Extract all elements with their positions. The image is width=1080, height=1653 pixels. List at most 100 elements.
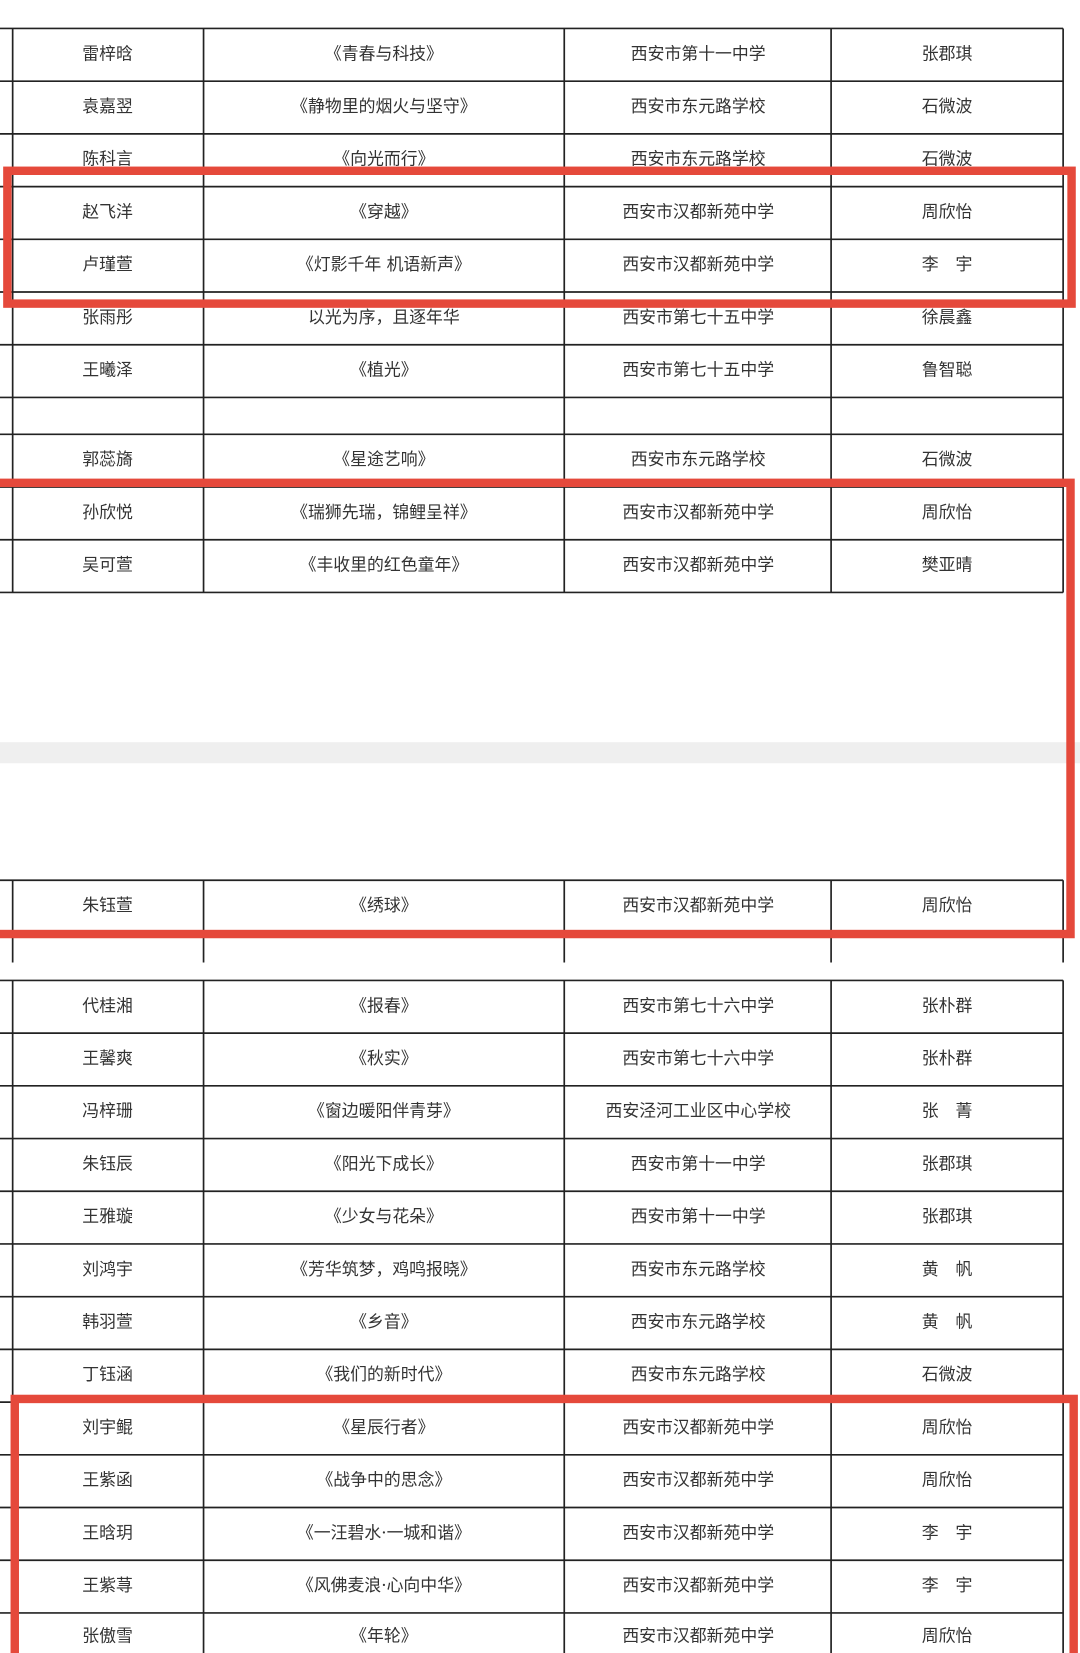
work-title: 《报春》 [350, 995, 417, 1015]
work-title: 《穿越》 [350, 201, 417, 221]
school: 西安市汉都新苑中学 [622, 254, 774, 274]
student-name: 韩羽萱 [82, 1312, 133, 1332]
school: 西安市第七十六中学 [622, 1048, 774, 1068]
work-title: 《秋实》 [350, 1048, 417, 1068]
student-name: 王馨爽 [82, 1048, 133, 1068]
school: 西安市汉都新苑中学 [622, 1470, 774, 1490]
teacher: 张郡琪 [922, 1206, 973, 1226]
student-name: 王紫函 [82, 1470, 133, 1490]
work-title: 《丰收里的红色童年》 [300, 555, 469, 575]
work-title: 《风佛麦浪·心向中华》 [297, 1575, 471, 1595]
student-name: 张雨彤 [82, 307, 133, 327]
teacher: 李 宇 [922, 254, 973, 274]
work-title: 《植光》 [350, 360, 417, 380]
work-title: 《阳光下成长》 [325, 1153, 443, 1173]
teacher: 张朴群 [922, 995, 973, 1015]
work-title: 《星途艺响》 [333, 449, 434, 469]
work-title: 《星辰行者》 [333, 1417, 434, 1437]
student-name: 陈科言 [82, 149, 133, 169]
teacher: 张 菁 [922, 1101, 973, 1121]
work-title: 《年轮》 [350, 1626, 417, 1646]
work-title: 《战争中的思念》 [316, 1470, 451, 1490]
work-title: 《一汪碧水·一城和谐》 [297, 1522, 471, 1542]
teacher: 周欣怡 [922, 895, 973, 915]
teacher: 石微波 [922, 96, 973, 116]
work-title: 《少女与花朵》 [325, 1206, 443, 1226]
teacher: 张郡琪 [922, 1153, 973, 1173]
teacher: 周欣怡 [922, 1417, 973, 1437]
school: 西安市汉都新苑中学 [622, 1575, 774, 1595]
student-name: 朱钰萱 [82, 895, 133, 915]
work-title: 《青春与科技》 [325, 43, 443, 63]
school: 西安市汉都新苑中学 [622, 1626, 774, 1646]
school: 西安市第七十六中学 [622, 995, 774, 1015]
student-name: 朱钰辰 [82, 1153, 133, 1173]
teacher: 鲁智聪 [922, 360, 973, 380]
school: 西安泾河工业区中心学校 [605, 1101, 791, 1121]
teacher: 黄 帆 [922, 1312, 973, 1332]
student-name: 吴可萱 [82, 555, 133, 575]
student-name: 赵飞洋 [82, 201, 133, 221]
work-title: 《窗边暖阳伴青芽》 [308, 1101, 460, 1121]
school: 西安市汉都新苑中学 [622, 555, 774, 575]
teacher: 黄 帆 [922, 1259, 973, 1279]
school: 西安市东元路学校 [631, 1312, 766, 1332]
highlight-box [3, 166, 1076, 308]
student-name: 雷梓晗 [82, 43, 133, 63]
highlight-box [10, 1394, 1078, 1653]
student-name: 代桂湘 [82, 995, 133, 1015]
school: 西安市东元路学校 [631, 96, 766, 116]
school: 西安市汉都新苑中学 [622, 201, 774, 221]
school: 西安市汉都新苑中学 [622, 502, 774, 522]
teacher: 周欣怡 [922, 201, 973, 221]
teacher: 周欣怡 [922, 1626, 973, 1646]
school: 西安市东元路学校 [631, 1259, 766, 1279]
school: 西安市汉都新苑中学 [622, 1522, 774, 1542]
student-name: 王曦泽 [82, 360, 133, 380]
student-name: 刘鸿宇 [82, 1259, 133, 1279]
work-title: 以光为序，且逐年华 [308, 307, 460, 327]
student-name: 袁嘉翌 [82, 96, 133, 116]
student-name: 冯梓珊 [82, 1101, 133, 1121]
school: 西安市第七十五中学 [622, 307, 774, 327]
student-name: 丁钰涵 [82, 1364, 133, 1384]
teacher: 张朴群 [922, 1048, 973, 1068]
student-name: 卢瑾萱 [82, 254, 133, 274]
teacher: 石微波 [922, 1364, 973, 1384]
highlight-box [0, 478, 1075, 939]
work-title: 《芳华筑梦，鸡鸣报晓》 [291, 1259, 476, 1279]
work-title: 《乡音》 [350, 1312, 417, 1332]
work-title: 《绣球》 [350, 895, 417, 915]
teacher: 樊亚晴 [922, 555, 973, 575]
student-name: 王雅璇 [82, 1206, 133, 1226]
student-name: 孙欣悦 [82, 502, 133, 522]
work-title: 《静物里的烟火与坚守》 [291, 96, 476, 116]
school: 西安市东元路学校 [631, 449, 766, 469]
school: 西安市第十一中学 [631, 43, 766, 63]
school: 西安市第十一中学 [631, 1206, 766, 1226]
teacher: 张郡琪 [922, 43, 973, 63]
school: 西安市汉都新苑中学 [622, 1417, 774, 1437]
school: 西安市第七十五中学 [622, 360, 774, 380]
student-name: 张傲雪 [82, 1626, 133, 1646]
work-title: 《瑞狮先瑞，锦鲤呈祥》 [291, 502, 476, 522]
work-title: 《我们的新时代》 [316, 1364, 451, 1384]
school: 西安市汉都新苑中学 [622, 895, 774, 915]
student-name: 王紫荨 [82, 1575, 133, 1595]
page-gap [0, 742, 1080, 764]
teacher: 李 宇 [922, 1575, 973, 1595]
student-name: 刘宇鲲 [82, 1417, 133, 1437]
student-name: 郭蕊旖 [82, 449, 133, 469]
school: 西安市第十一中学 [631, 1153, 766, 1173]
student-name: 王晗玥 [82, 1522, 133, 1542]
school: 西安市东元路学校 [631, 1364, 766, 1384]
teacher: 石微波 [922, 449, 973, 469]
teacher: 周欣怡 [922, 1470, 973, 1490]
teacher: 李 宇 [922, 1522, 973, 1542]
teacher: 石微波 [922, 149, 973, 169]
work-title: 《灯影千年 机语新声》 [297, 254, 471, 274]
